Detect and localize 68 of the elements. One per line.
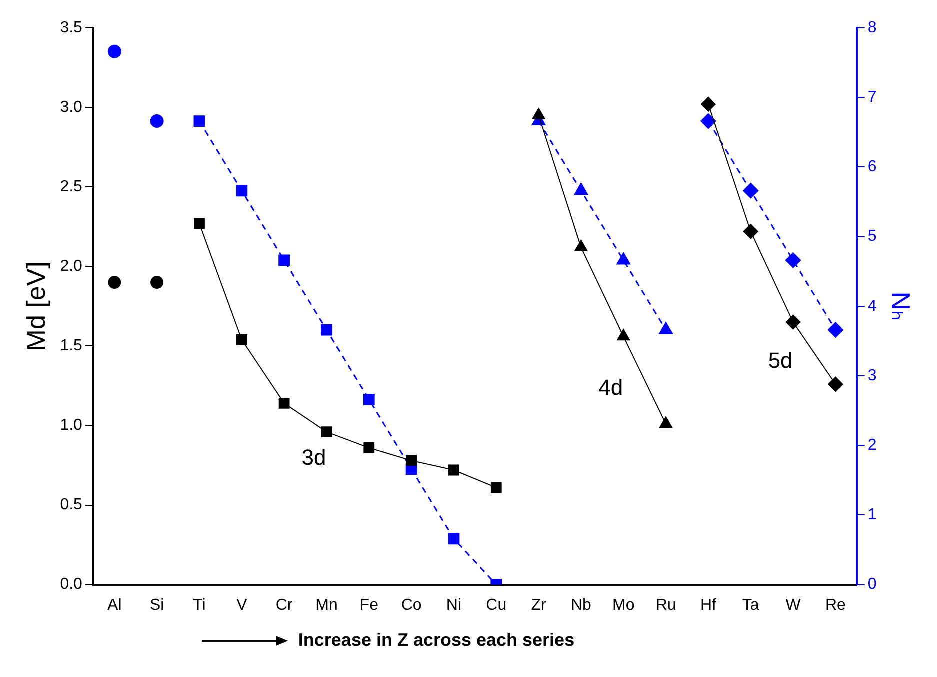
y-tick-label: 2.0 [60, 258, 83, 276]
point [364, 442, 375, 454]
x-tick-label: W [786, 596, 802, 614]
x-tick-label: Ta [742, 596, 760, 614]
point [321, 324, 332, 336]
x-tick-label: Fe [360, 596, 379, 614]
point [448, 464, 460, 476]
x-tick-label: Cr [276, 596, 294, 614]
x-tick-label: Nb [570, 596, 592, 614]
x-tick-label: Ru [656, 596, 676, 614]
y-tick-label: 3.0 [60, 98, 83, 116]
x-tick-label: Mo [612, 596, 635, 614]
point [321, 426, 332, 438]
y-tick-label: 1.0 [60, 417, 83, 434]
point [490, 482, 502, 494]
annotation: 4d [598, 375, 624, 400]
x-tick-label: Ti [193, 596, 206, 614]
y2-tick-label: 5 [868, 228, 877, 246]
point [236, 334, 248, 346]
y-tick-label: 1.5 [60, 338, 83, 355]
point [700, 96, 716, 112]
point [448, 533, 460, 545]
point [828, 376, 844, 392]
point [278, 254, 290, 266]
point [108, 276, 122, 290]
y-tick-label: 2.5 [60, 178, 83, 196]
x-tick-label: Cu [486, 596, 507, 614]
annotation: 3d [302, 445, 326, 470]
y-tick-label: 3.5 [60, 19, 83, 36]
point [786, 252, 802, 268]
point [194, 116, 206, 127]
y2-tick-label: 1 [868, 506, 877, 524]
x-axis-title: Increase in Z across each series [298, 630, 575, 651]
point [150, 114, 164, 128]
x-tick-label: Zr [531, 596, 548, 614]
y2-tick-label: 6 [868, 158, 877, 176]
y2-tick-label: 4 [868, 298, 877, 315]
x-tick-label: Hf [700, 596, 718, 614]
x-tick-label: Re [825, 596, 846, 614]
point [406, 455, 417, 466]
x-tick-label: Si [150, 596, 164, 614]
point [786, 314, 801, 330]
x-tick-label: V [236, 596, 248, 614]
y-tick-label: 0.5 [60, 496, 83, 514]
point [194, 218, 205, 230]
y2-tick-label: 0 [868, 576, 877, 594]
point [363, 394, 375, 406]
annotation: 5d [768, 348, 793, 374]
x-tick-label: Ni [446, 596, 462, 614]
point [743, 183, 759, 199]
y-axis-title: Md [eV] [20, 262, 51, 352]
point [828, 322, 844, 338]
x-tick-label: Co [401, 596, 422, 614]
point [236, 185, 248, 197]
y2-tick-label: 7 [868, 89, 877, 106]
y2-axis-title: Nₕ [886, 292, 916, 322]
y2-tick-label: 2 [868, 437, 877, 454]
y2-tick-label: 8 [868, 19, 877, 36]
y-tick-label: 0.0 [60, 576, 83, 594]
point [574, 240, 588, 252]
x-tick-label: Al [108, 596, 122, 614]
point [743, 224, 758, 240]
point [700, 114, 716, 130]
y2-tick-label: 3 [868, 367, 877, 384]
point [108, 44, 122, 58]
point [278, 398, 290, 409]
point [150, 276, 164, 290]
x-tick-label: Mn [316, 596, 338, 614]
